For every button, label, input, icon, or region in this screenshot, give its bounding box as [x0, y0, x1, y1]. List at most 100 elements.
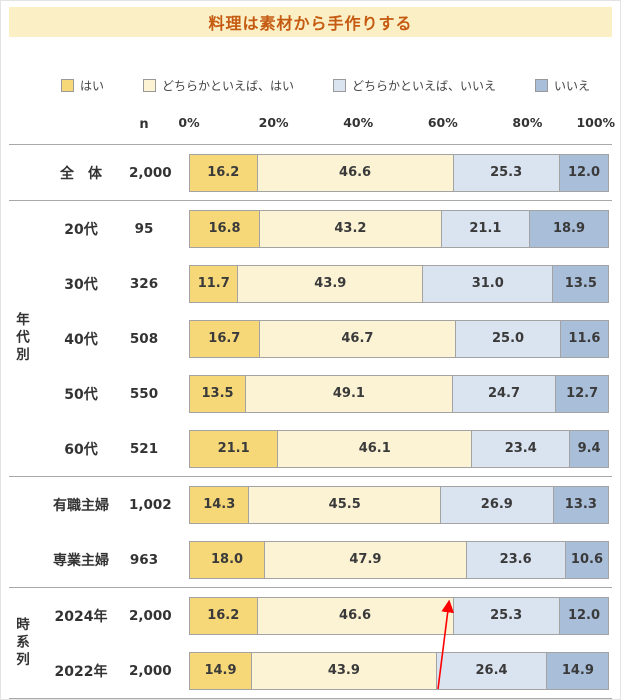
row-n-value: 508 [129, 330, 159, 347]
bar-segment: 13.5 [189, 374, 247, 413]
bar-segment: 46.6 [256, 153, 454, 192]
bar-segment: 46.7 [258, 319, 457, 358]
row-n-value: 2,000 [129, 607, 172, 624]
legend-item: どちらかといえば、いいえ [332, 77, 496, 94]
bar-segment: 16.7 [189, 319, 260, 358]
row-label: 2022年 [54, 663, 108, 680]
legend-label: どちらかといえば、いいえ [351, 79, 496, 93]
bar-segment: 9.4 [569, 429, 609, 468]
bar-segment: 18.9 [529, 209, 609, 248]
percent-axis: 0% 20% 40% 60% 80% 100% [178, 110, 616, 132]
stacked-bar: 13.5 49.1 24.7 12.7 [189, 374, 612, 413]
row-label: 専業主婦 [53, 552, 109, 569]
bar-segment: 12.0 [558, 596, 610, 635]
chart-body: 全 体 2,000 16.2 46.6 25.3 12.0 年代別 20代 95 16.8 43.2… [9, 144, 612, 699]
n-column-header: n [139, 117, 149, 132]
legend-swatch [534, 79, 548, 92]
row-label: 30代 [64, 276, 98, 293]
bar-segment: 14.9 [546, 651, 610, 690]
row-n-value: 521 [129, 440, 159, 457]
bar-segment: 13.3 [552, 485, 609, 524]
bar-segment: 25.0 [455, 319, 561, 358]
row-n-value: 550 [129, 385, 159, 402]
bar-segment: 47.9 [264, 540, 467, 579]
legend-swatch [61, 79, 74, 92]
bar-segment: 23.4 [471, 429, 571, 468]
bar-segment: 46.1 [277, 429, 473, 468]
chart-section: 時系列 2024年 2,000 16.2 46.6 25.3 12.0 2022年 2,000 1… [9, 587, 612, 698]
row-label: 有職主婦 [53, 497, 109, 514]
axis-tick-label: 100% [576, 115, 616, 130]
bar-segment: 11.7 [189, 264, 239, 303]
row-n-value: 1,002 [129, 496, 172, 513]
stacked-bar: 21.1 46.1 23.4 9.4 [189, 429, 612, 468]
bar-segment: 16.2 [189, 596, 258, 635]
table-row: 全 体 2,000 16.2 46.6 25.3 12.0 [33, 145, 612, 200]
axis-tick-label: 80% [512, 115, 543, 130]
bar-segment: 46.6 [256, 596, 454, 635]
bar-segment: 13.5 [552, 264, 610, 303]
legend-swatch [332, 79, 346, 92]
row-label: 全 体 [60, 165, 102, 182]
row-label: 2024年 [54, 608, 108, 625]
section-rows: 全 体 2,000 16.2 46.6 25.3 12.0 [33, 145, 612, 200]
stacked-bar: 16.8 43.2 21.1 18.9 [189, 209, 612, 248]
table-row: 30代 326 11.7 43.9 31.0 13.5 [33, 256, 612, 311]
bar-segment: 25.3 [452, 153, 560, 192]
table-row: 専業主婦 963 18.0 47.9 23.6 10.6 [33, 532, 612, 587]
table-row: 有職主婦 1,002 14.3 45.5 26.9 13.3 [33, 477, 612, 532]
row-label: 60代 [64, 441, 98, 458]
bar-segment: 23.6 [465, 540, 566, 579]
bar-segment: 18.0 [189, 540, 266, 579]
stacked-bar: 14.9 43.9 26.4 14.9 [189, 651, 612, 690]
table-row: 20代 95 16.8 43.2 21.1 18.9 [33, 201, 612, 256]
legend-swatch [142, 79, 156, 92]
section-rows: 20代 95 16.8 43.2 21.1 18.9 30代 326 11.7 43.9 31.0 1… [33, 201, 612, 476]
bar-segment: 43.9 [237, 264, 424, 303]
row-n-value: 95 [134, 220, 154, 237]
stacked-bar: 14.3 45.5 26.9 13.3 [189, 485, 612, 524]
chart-section: 年代別 20代 95 16.8 43.2 21.1 18.9 30代 326 11.7 43.9 31… [9, 200, 612, 476]
chart-title: 料理は素材から手作りする [9, 7, 612, 37]
bar-segment: 12.7 [555, 374, 609, 413]
bar-segment: 43.2 [259, 209, 442, 248]
legend-item: どちらかといえば、はい [142, 77, 294, 94]
axis-tick-label: 0% [178, 115, 200, 130]
table-row: 2024年 2,000 16.2 46.6 25.3 12.0 [33, 588, 612, 643]
legend: はい どちらかといえば、はい どちらかといえば、いいえ いいえ [9, 77, 612, 94]
stacked-bar: 16.2 46.6 25.3 12.0 [189, 596, 612, 635]
axis-header-row: n 0% 20% 40% 60% 80% 100% [9, 110, 616, 132]
bar-segment: 14.9 [189, 651, 253, 690]
chart-section: 有職主婦 1,002 14.3 45.5 26.9 13.3 専業主婦 963 18.0 47.9… [9, 476, 612, 587]
stacked-bar: 16.2 46.6 25.3 12.0 [189, 153, 612, 192]
legend-label: いいえ [553, 79, 590, 93]
bar-segment: 26.9 [439, 485, 554, 524]
row-n-value: 326 [129, 275, 159, 292]
bar-segment: 12.0 [558, 153, 610, 192]
group-label: 年代別 [13, 312, 29, 365]
bar-segment: 24.7 [451, 374, 557, 413]
table-row: 60代 521 21.1 46.1 23.4 9.4 [33, 421, 612, 476]
legend-item: はい [61, 77, 104, 94]
table-row: 50代 550 13.5 49.1 24.7 12.7 [33, 366, 612, 421]
chart-section: 全 体 2,000 16.2 46.6 25.3 12.0 [9, 144, 612, 200]
bar-segment: 11.6 [559, 319, 609, 358]
axis-tick-label: 20% [258, 115, 289, 130]
stacked-bar: 16.7 46.7 25.0 11.6 [189, 319, 612, 358]
group-label [9, 145, 33, 200]
bar-segment: 14.3 [189, 485, 250, 524]
row-label: 50代 [64, 386, 98, 403]
row-label: 20代 [64, 221, 98, 238]
table-row: 40代 508 16.7 46.7 25.0 11.6 [33, 311, 612, 366]
section-rows: 2024年 2,000 16.2 46.6 25.3 12.0 2022年 2,000 14.9… [33, 588, 612, 698]
bar-segment: 43.9 [251, 651, 437, 690]
bar-segment: 49.1 [245, 374, 453, 413]
legend-label: はい [80, 79, 105, 93]
stacked-bar: 18.0 47.9 23.6 10.6 [189, 540, 612, 579]
section-rows: 有職主婦 1,002 14.3 45.5 26.9 13.3 専業主婦 963 18.0 47.9… [33, 477, 612, 587]
row-label: 40代 [64, 331, 98, 348]
group-label [9, 477, 33, 587]
bar-segment: 45.5 [248, 485, 441, 524]
bar-segment: 21.1 [189, 429, 279, 468]
